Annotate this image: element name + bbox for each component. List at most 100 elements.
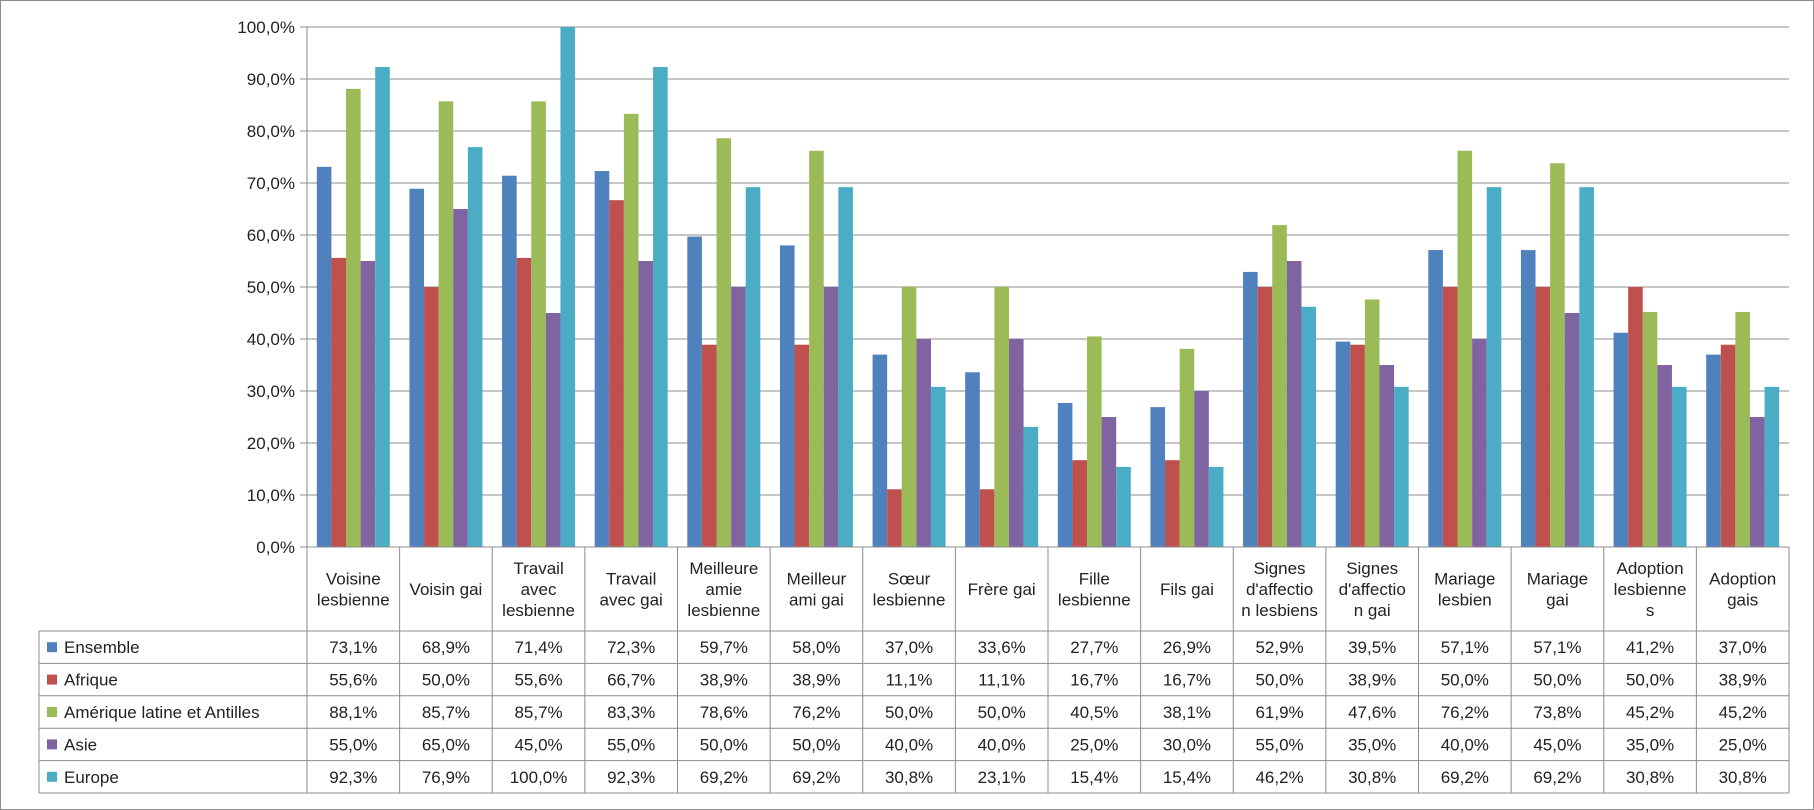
data-table-cell: 71,4% — [514, 638, 562, 657]
bar — [1472, 339, 1487, 547]
bar — [1550, 163, 1565, 548]
data-table-cell: 50,0% — [700, 735, 748, 754]
data-table-cell: 65,0% — [422, 735, 470, 754]
data-table-cell: 30,8% — [1626, 768, 1674, 787]
bar — [1749, 417, 1765, 547]
data-table-cell: 73,8% — [1533, 703, 1581, 722]
data-table-cell: 72,3% — [607, 638, 655, 657]
bar — [531, 101, 546, 548]
bar — [872, 354, 888, 547]
data-table-cell: 35,0% — [1348, 735, 1396, 754]
series-name-label: Afrique — [64, 671, 118, 690]
bar — [823, 287, 839, 547]
data-table-cell: 52,9% — [1255, 638, 1303, 657]
bar — [346, 88, 361, 547]
bar — [1335, 341, 1351, 547]
x-category-label: Signes — [1346, 559, 1398, 578]
y-tick-label: 100,0% — [237, 18, 295, 37]
y-tick-label: 80,0% — [247, 122, 295, 141]
bar — [731, 287, 746, 547]
bar — [1735, 311, 1750, 547]
bar — [1379, 365, 1395, 547]
bar — [1194, 391, 1209, 547]
data-table-cell: 11,1% — [978, 671, 1025, 690]
bar — [638, 261, 654, 547]
bar — [794, 344, 810, 547]
y-tick-label: 50,0% — [247, 278, 295, 297]
bar — [1057, 402, 1073, 547]
legend-key — [47, 739, 57, 750]
x-category-label: d'affectio — [1339, 580, 1406, 599]
bar — [745, 187, 761, 547]
bar — [916, 339, 931, 547]
bar — [409, 188, 425, 547]
bar — [1286, 261, 1302, 547]
bar — [716, 138, 732, 547]
data-table-cell: 15,4% — [1163, 768, 1211, 787]
data-table-cell: 45,0% — [1533, 735, 1581, 754]
bar — [1613, 332, 1629, 547]
data-table-cell: 55,6% — [329, 671, 377, 690]
data-table-cell: 38,1% — [1163, 703, 1211, 722]
data-table-cell: 76,9% — [422, 768, 470, 787]
data-table-cell: 40,0% — [1441, 735, 1489, 754]
bar — [901, 287, 917, 547]
y-tick-label: 30,0% — [247, 382, 295, 401]
data-table-cell: 76,2% — [1441, 703, 1489, 722]
bar — [779, 245, 795, 547]
data-table-cell: 47,6% — [1348, 703, 1396, 722]
data-table-cell: 38,9% — [1348, 671, 1396, 690]
data-table-cell: 15,4% — [1070, 768, 1118, 787]
bar — [965, 372, 980, 547]
data-table-cell: 69,2% — [792, 768, 840, 787]
x-category-label: avec — [521, 580, 557, 599]
data-table-cell: 40,5% — [1070, 703, 1118, 722]
x-category-label: Fils gai — [1160, 580, 1214, 599]
bar — [838, 187, 853, 547]
bar — [1008, 339, 1024, 547]
bar — [1657, 365, 1672, 547]
bar — [979, 489, 995, 547]
data-table-cell: 38,9% — [700, 671, 748, 690]
data-table-cell: 45,0% — [514, 735, 562, 754]
bar — [653, 67, 668, 547]
bar — [994, 287, 1009, 547]
data-table-cell: 16,7% — [1163, 671, 1211, 690]
data-table-cell: 55,0% — [1255, 735, 1303, 754]
bar — [1535, 287, 1551, 547]
x-category-label: Voisin gai — [410, 580, 483, 599]
series-name-label: Europe — [64, 768, 119, 787]
x-category-label: Travail — [513, 559, 563, 578]
x-category-label: Voisine — [326, 570, 381, 589]
x-category-label: avec gai — [600, 591, 663, 610]
bar — [1272, 225, 1287, 547]
data-table-cell: 50,0% — [422, 671, 470, 690]
x-category-label: Meilleur — [787, 570, 847, 589]
data-table-cell: 50,0% — [978, 703, 1026, 722]
data-table-cell: 50,0% — [1255, 671, 1303, 690]
data-table-cell: 30,8% — [1348, 768, 1396, 787]
x-category-label: d'affectio — [1246, 580, 1313, 599]
bar — [1116, 466, 1131, 547]
bar — [331, 257, 347, 547]
bar — [1520, 250, 1536, 547]
bar — [467, 147, 483, 547]
data-table-cell: 50,0% — [1533, 671, 1581, 690]
bar — [887, 489, 902, 547]
x-category-label: Sœur — [888, 570, 931, 589]
series-name-label: Ensemble — [64, 638, 140, 657]
data-table-cell: 69,2% — [1441, 768, 1489, 787]
data-table-cell: 39,5% — [1348, 638, 1396, 657]
data-table-cell: 25,0% — [1070, 735, 1118, 754]
data-table-cell: 26,9% — [1163, 638, 1211, 657]
bar — [502, 175, 517, 547]
bar — [1301, 306, 1317, 547]
bar — [1720, 344, 1736, 547]
data-table-cell: 45,2% — [1719, 703, 1767, 722]
data-table-cell: 40,0% — [885, 735, 933, 754]
data-table-cell: 16,7% — [1070, 671, 1118, 690]
bar — [1101, 417, 1117, 547]
data-table-cell: 92,3% — [329, 768, 377, 787]
bar — [1428, 250, 1443, 547]
